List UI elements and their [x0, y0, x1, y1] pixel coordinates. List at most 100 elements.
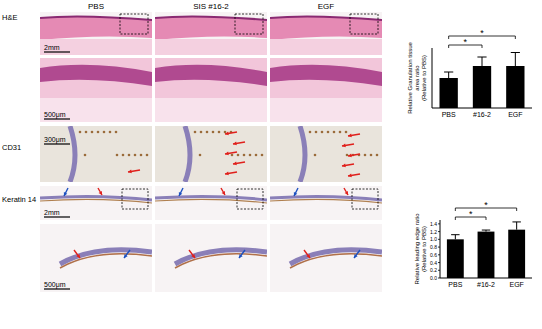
- dermis: [155, 39, 267, 55]
- significance-label: *: [484, 200, 488, 210]
- k14: [175, 254, 267, 268]
- error-bar: [477, 57, 486, 66]
- x-tick-label: #16-2: [473, 111, 491, 118]
- column-header: PBS: [88, 2, 104, 11]
- panel: [40, 58, 152, 122]
- scale-bar: [44, 51, 70, 52]
- error-line: [455, 235, 456, 240]
- plot-area: [440, 53, 525, 109]
- y-axis: [440, 220, 441, 278]
- arrow-head: [342, 164, 346, 168]
- arrow-head: [348, 174, 352, 178]
- vessel: [122, 154, 125, 157]
- scale-bar-label: 300μm: [44, 136, 66, 144]
- scale-bar-label: 500μm: [44, 111, 66, 119]
- vessel: [84, 154, 87, 157]
- panel: [155, 12, 267, 55]
- panel: [270, 126, 382, 182]
- vessel: [103, 131, 106, 134]
- vessel: [218, 131, 221, 134]
- epidermis: [155, 16, 267, 20]
- scale-bar: [44, 216, 70, 217]
- arrow-head: [225, 132, 229, 136]
- vessel: [206, 131, 209, 134]
- vessel: [212, 131, 215, 134]
- epidermis: [40, 65, 152, 86]
- vessel: [370, 154, 373, 157]
- arrow-head: [124, 254, 128, 258]
- arrow-head: [99, 191, 102, 195]
- vessel: [79, 131, 82, 134]
- arrow-head: [225, 172, 229, 176]
- panel-bg: [40, 224, 152, 292]
- k14: [60, 254, 152, 268]
- vessel: [327, 131, 330, 134]
- vessel: [314, 154, 317, 157]
- error-cap: [511, 52, 520, 53]
- figure: PBSSIS #16-2EGFH&ECD31Keratin 142mm500μm…: [0, 0, 542, 329]
- panel-bg: [270, 186, 382, 220]
- panel: [40, 224, 152, 292]
- vessel: [128, 154, 131, 157]
- scale-bar: [44, 143, 70, 144]
- vessel: [364, 154, 367, 157]
- granulation: [40, 98, 152, 122]
- background: [0, 0, 542, 329]
- y-axis-label: (Relative to PBS): [421, 55, 427, 101]
- vessel: [339, 131, 342, 134]
- arrow-head: [348, 134, 352, 138]
- y-tick-label: 0.2: [430, 267, 437, 273]
- epidermis: [270, 16, 382, 20]
- panel: [155, 58, 267, 122]
- y-tick: [438, 278, 440, 279]
- x-axis: [432, 108, 532, 109]
- arrow-head: [233, 162, 237, 166]
- vessel: [200, 131, 203, 134]
- scale-bar: [44, 118, 70, 119]
- epidermis: [155, 65, 267, 86]
- panel-bg: [155, 224, 267, 292]
- y-axis: [432, 48, 433, 108]
- epidermis: [270, 65, 382, 86]
- arrow: [239, 250, 245, 258]
- panel-bg: [155, 126, 267, 182]
- epidermis: [300, 126, 305, 182]
- bar: [478, 232, 495, 278]
- arrow-head: [191, 254, 195, 258]
- error-line: [516, 222, 517, 230]
- tissue: [40, 16, 152, 40]
- arrow-head: [64, 192, 67, 196]
- error-cap: [512, 221, 520, 222]
- row-label: CD31: [2, 143, 21, 152]
- x-tick-label: #16-2: [477, 281, 495, 288]
- vessel: [116, 154, 119, 157]
- panel-bg: [40, 58, 152, 122]
- significance-label: *: [464, 37, 468, 47]
- arrow-head: [342, 144, 346, 148]
- zoom-box: [122, 189, 148, 209]
- y-tick-label: 1.0: [430, 236, 437, 242]
- arrow: [189, 250, 195, 258]
- dermis: [40, 39, 152, 55]
- y-axis-label: Relative leading edge ratio: [414, 213, 420, 285]
- vessel: [134, 154, 137, 157]
- granulation: [270, 98, 382, 122]
- vessel: [224, 131, 227, 134]
- y-axis-label: Relative Granulation tissue: [407, 41, 413, 113]
- error-line: [515, 53, 516, 67]
- vessel: [261, 154, 264, 157]
- k14: [40, 199, 152, 203]
- scale-bar-label: 2mm: [44, 44, 60, 51]
- error-cap: [477, 57, 486, 58]
- row-label: H&E: [2, 13, 17, 22]
- y-tick: [438, 231, 440, 232]
- bar: [440, 78, 458, 108]
- epidermis: [185, 126, 190, 182]
- vessel: [85, 131, 88, 134]
- column-header: EGF: [318, 2, 335, 11]
- dermis: [270, 58, 382, 122]
- arrow: [354, 250, 360, 258]
- arrow: [294, 188, 298, 196]
- panel: [270, 224, 382, 292]
- tissue: [155, 16, 267, 40]
